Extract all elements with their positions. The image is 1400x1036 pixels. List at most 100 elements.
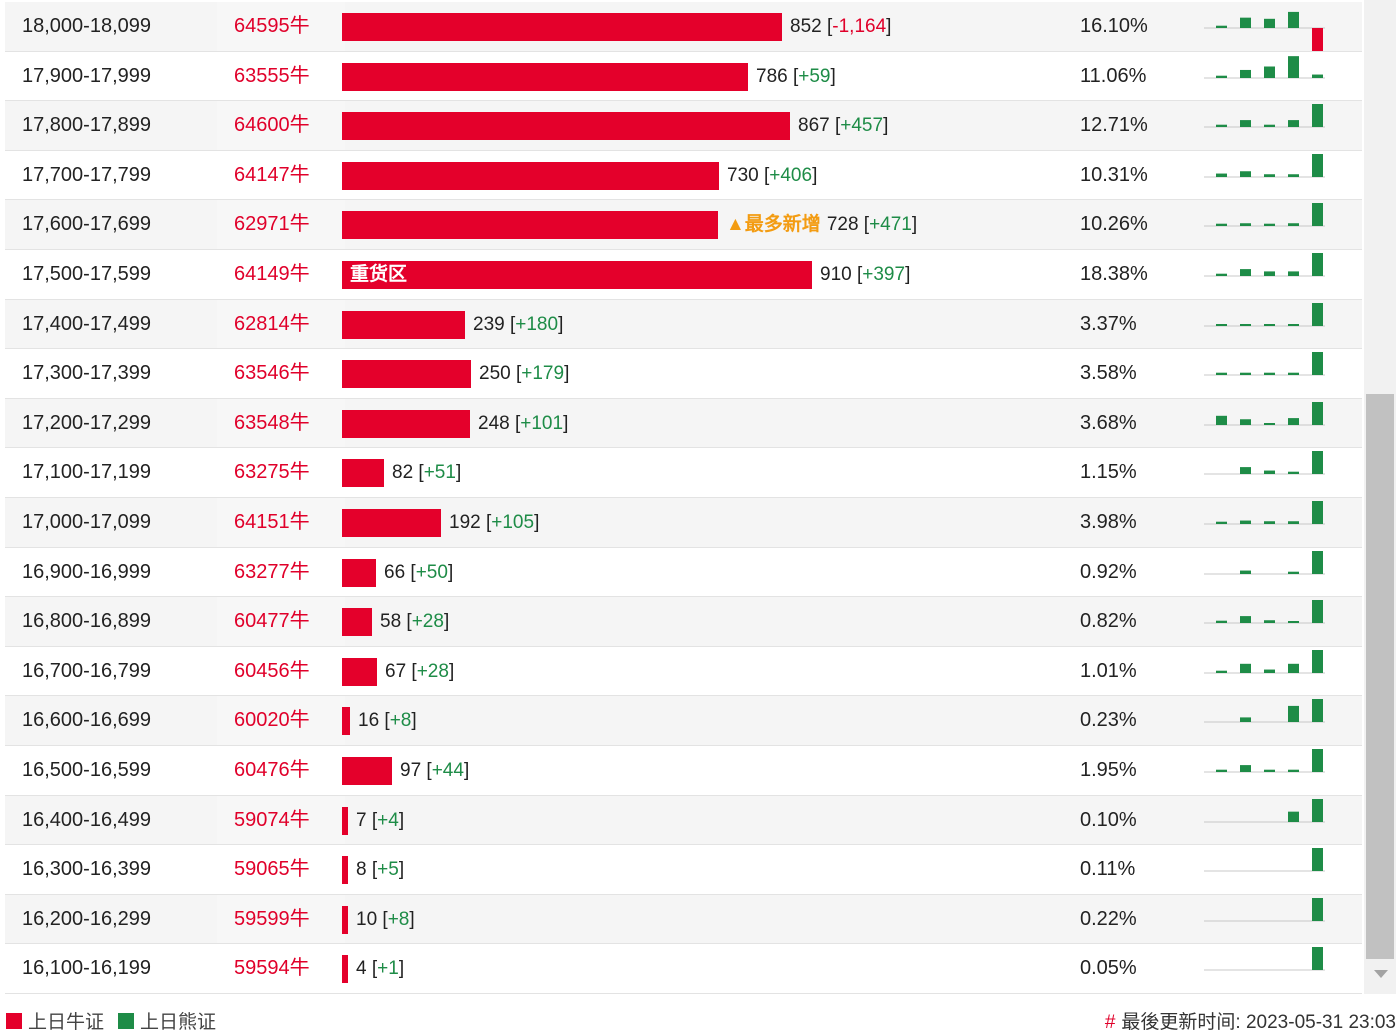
count-change: +406: [769, 164, 813, 186]
warrant-code-link[interactable]: 63275牛: [234, 461, 310, 484]
percentage: 12.71%: [1080, 114, 1148, 137]
warrant-code-link[interactable]: 60456牛: [234, 659, 310, 682]
table-row[interactable]: 17,800-17,899 64600牛 867 [+457] 12.71%: [5, 101, 1362, 151]
sparkline-bar: [1312, 401, 1323, 425]
price-range: 18,000-18,099: [22, 15, 152, 37]
sparkline-bar: [1288, 120, 1299, 128]
count-value: 8: [356, 859, 367, 881]
count-value: 10: [356, 908, 378, 930]
count-text: 239 [+180]: [473, 313, 564, 335]
warrant-code-link[interactable]: 62814牛: [234, 312, 310, 335]
table-row[interactable]: 16,900-16,999 63277牛 66 [+50] 0.92%: [5, 547, 1362, 598]
price-range: 16,200-16,299: [22, 907, 152, 930]
warrant-code-link[interactable]: 64149牛: [234, 263, 310, 285]
warrant-code-link[interactable]: 64151牛: [234, 511, 310, 533]
count-text: 910 [+397]: [820, 264, 911, 285]
warrant-code-link[interactable]: 62971牛: [234, 213, 310, 236]
table-row[interactable]: 17,100-17,199 63275牛 82 [+51] 1.15%: [5, 448, 1362, 498]
warrant-code-link[interactable]: 63546牛: [234, 362, 310, 385]
sparkline-bar: [1216, 372, 1227, 376]
bull-swatch-icon: [6, 1012, 22, 1029]
table-row[interactable]: 16,100-16,199 59594牛 4 [+1] 0.05%: [5, 944, 1362, 994]
warrant-code-link[interactable]: 60476牛: [234, 759, 310, 781]
count-text: 82 [+51]: [392, 462, 462, 484]
trend-sparkline: [1204, 302, 1325, 327]
count-bar: [342, 806, 348, 835]
sparkline-bar: [1216, 25, 1227, 28]
sparkline-bar: [1312, 749, 1323, 772]
table-row[interactable]: 17,000-17,099 64151牛 192 [+105] 3.98%: [5, 498, 1362, 548]
table-row[interactable]: 16,300-16,399 59065牛 8 [+5] 0.11%: [5, 845, 1362, 895]
sparkline-bar: [1312, 253, 1323, 276]
vertical-scrollbar[interactable]: [1364, 0, 1396, 994]
warrant-code-link[interactable]: 63548牛: [234, 411, 310, 434]
scroll-down-arrow-icon[interactable]: [1374, 970, 1388, 978]
sparkline-bar: [1240, 520, 1251, 524]
warrant-code-link[interactable]: 63555牛: [234, 64, 310, 87]
warrant-code-link[interactable]: 60020牛: [234, 709, 310, 732]
count-bar: [342, 509, 441, 537]
count-text: 192 [+105]: [449, 512, 540, 533]
table-row[interactable]: 17,300-17,399 63546牛 250 [+179] 3.58%: [5, 349, 1362, 399]
price-range: 17,000-17,099: [22, 511, 152, 533]
last-update-text: 最後更新时间: 2023-05-31 23:03: [1121, 1012, 1396, 1033]
warrant-code-link[interactable]: 59599牛: [234, 907, 310, 930]
sparkline-bar: [1312, 798, 1323, 822]
code-cell: [217, 299, 345, 349]
count-value: 786: [756, 65, 788, 87]
warrant-code-link[interactable]: 59065牛: [234, 858, 310, 881]
table-row[interactable]: 16,400-16,499 59074牛 7 [+4] 0.10%: [5, 795, 1362, 846]
price-range: 17,700-17,799: [22, 163, 152, 186]
last-update: # 最後更新时间: 2023-05-31 23:03: [1105, 1007, 1396, 1034]
table-row[interactable]: 16,500-16,599 60476牛 97 [+44] 1.95%: [5, 746, 1362, 796]
table-row[interactable]: 17,700-17,799 64147牛 730 [+406] 10.31%: [5, 150, 1362, 201]
count-bar: [342, 112, 790, 141]
count-change: +44: [431, 760, 464, 781]
count-value: 97: [400, 760, 422, 781]
warrant-code-link[interactable]: 64147牛: [234, 163, 310, 186]
warrant-code-link[interactable]: 64600牛: [234, 114, 310, 137]
warrant-code-link[interactable]: 59074牛: [234, 808, 310, 831]
table-row[interactable]: 17,200-17,299 63548牛 248 [+101] 3.68%: [5, 398, 1362, 449]
percentage: 0.23%: [1080, 709, 1137, 732]
sparkline-bar: [1288, 223, 1299, 227]
warrant-code-link[interactable]: 64595牛: [234, 15, 310, 37]
sparkline-bar: [1264, 224, 1275, 227]
sparkline-bar: [1240, 717, 1251, 723]
percentage: 3.37%: [1080, 312, 1137, 335]
table-row[interactable]: 18,000-18,099 64595牛 852 [-1,164] 16.10%: [5, 2, 1362, 52]
sparkline-bar: [1240, 69, 1251, 78]
warrant-code-link[interactable]: 59594牛: [234, 957, 310, 980]
trend-sparkline: [1204, 253, 1325, 277]
count-change: +397: [862, 264, 906, 285]
count-change: +4: [377, 809, 399, 831]
table-row[interactable]: 16,200-16,299 59599牛 10 [+8] 0.22%: [5, 894, 1362, 945]
table-row[interactable]: 16,700-16,799 60456牛 67 [+28] 1.01%: [5, 646, 1362, 697]
trend-sparkline: [1204, 352, 1325, 376]
sparkline-bar: [1240, 171, 1251, 177]
legend-bear-label: 上日熊证: [140, 1012, 217, 1033]
count-value: 67: [385, 660, 407, 682]
sparkline-bar: [1288, 521, 1299, 524]
code-cell: [217, 795, 345, 845]
table-row[interactable]: 17,600-17,699 62971牛 ▲最多新增 728 [+471] 10.26%: [5, 200, 1362, 250]
count-bar: [342, 459, 384, 488]
sparkline-bar: [1312, 947, 1323, 971]
sparkline-bar: [1264, 769, 1275, 772]
warrant-code-link[interactable]: 63277牛: [234, 560, 310, 583]
table-row[interactable]: 17,900-17,999 63555牛 786 [+59] 11.06%: [5, 51, 1362, 102]
table-row[interactable]: 16,800-16,899 60477牛 58 [+28] 0.82%: [5, 597, 1362, 647]
trend-sparkline: [1204, 104, 1325, 128]
sparkline-bar: [1312, 451, 1323, 475]
sparkline-bar: [1288, 55, 1299, 78]
count-text: 8 [+5]: [356, 859, 405, 881]
percentage: 3.68%: [1080, 411, 1137, 434]
price-range: 16,900-16,999: [22, 560, 152, 583]
count-text: ▲最多新增 728 [+471]: [726, 214, 918, 236]
count-change: +105: [491, 512, 535, 533]
warrant-code-link[interactable]: 60477牛: [234, 610, 310, 633]
scrollbar-thumb[interactable]: [1366, 394, 1394, 959]
table-row[interactable]: 17,400-17,499 62814牛 239 [+180] 3.37%: [5, 299, 1362, 350]
table-row[interactable]: 16,600-16,699 60020牛 16 [+8] 0.23%: [5, 696, 1362, 746]
table-row[interactable]: 17,500-17,599 64149牛 重货区 910 [+397] 18.38%: [5, 250, 1362, 300]
